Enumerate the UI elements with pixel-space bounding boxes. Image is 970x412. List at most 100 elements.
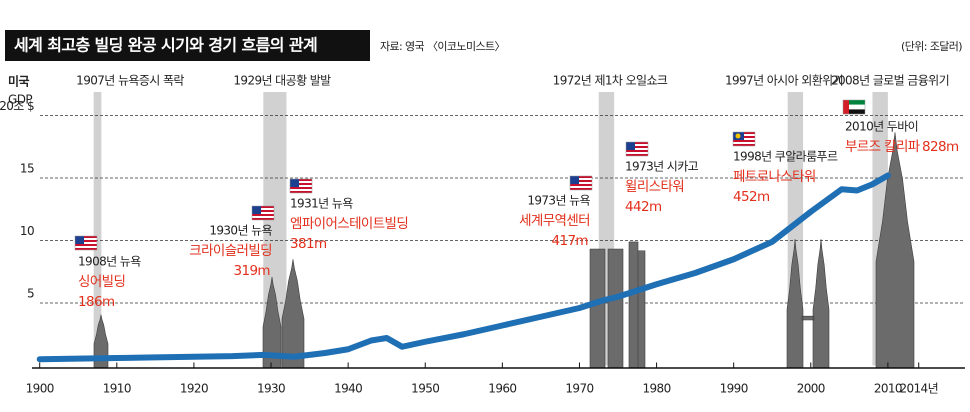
building-height: 828m <box>922 139 959 155</box>
crisis-label: 1929년 대공황 발발 <box>233 74 331 88</box>
building-name: 부르즈 칼리파 <box>845 139 921 155</box>
x-tick-label: 1910 <box>103 382 131 396</box>
flag <box>569 175 593 191</box>
crisis-label: 1907년 뉴욕증시 폭락 <box>76 74 184 88</box>
flag <box>289 178 313 194</box>
flag-stripe <box>733 140 755 142</box>
flag-stripe <box>843 109 865 115</box>
x-tick-label: 1950 <box>411 382 439 396</box>
flag <box>842 99 866 115</box>
x-tick-label: 1920 <box>180 382 208 396</box>
flag-canton <box>290 179 299 187</box>
building-place: 1931년 뉴욕 <box>290 197 353 211</box>
flag-stripe <box>290 187 312 189</box>
building-height: 452m <box>733 189 770 205</box>
y-tick-label: 15 <box>20 162 34 176</box>
flag-stripe <box>843 100 865 105</box>
flag <box>74 235 98 251</box>
chart-title: 세계 최고층 빌딩 완공 시기와 경기 흐름의 관계 <box>14 36 317 55</box>
flag-crescent <box>735 133 741 139</box>
flag-stripe <box>626 146 648 148</box>
building-height: 381m <box>290 236 327 252</box>
crisis-label: 1972년 제1차 오일쇼크 <box>553 74 668 88</box>
flag-border <box>569 175 593 191</box>
flag-border <box>732 131 756 147</box>
y-tick-label: 10 <box>20 224 34 238</box>
flag-border <box>74 235 98 251</box>
source: 자료: 영국 〈이코노미스트〉 <box>380 40 505 53</box>
y-axis-title: 미국 <box>8 74 29 89</box>
flag-stripe <box>570 186 592 188</box>
x-tick-label: 2010 <box>874 382 902 396</box>
flag-stripe <box>252 208 274 210</box>
flag-stripe <box>75 236 97 238</box>
flag <box>732 131 756 147</box>
flag-stripe <box>290 183 312 185</box>
flag-stripe <box>252 216 274 218</box>
building-place: 1973년 시카고 <box>625 160 699 174</box>
x-tick-label: 1940 <box>334 382 362 396</box>
building-place: 2010년 두바이 <box>845 120 918 134</box>
flag-stripe <box>75 246 97 248</box>
flag-stripe <box>252 210 274 212</box>
building <box>875 132 915 368</box>
flag-stripe <box>290 189 312 191</box>
building <box>786 239 830 368</box>
building-place: 1908년 뉴욕 <box>78 255 141 269</box>
flag-border <box>251 205 275 221</box>
flag <box>251 205 275 221</box>
flag-stripe <box>290 181 312 183</box>
y-axis-title: GDP <box>8 93 32 107</box>
x-tick-label: 2000 <box>797 382 825 396</box>
x-tick-label: 1990 <box>720 382 748 396</box>
title-bar <box>5 30 370 61</box>
flag-stripe <box>626 152 648 154</box>
flag-stripe <box>252 206 274 208</box>
building-name: 싱어빌딩 <box>78 274 125 290</box>
crisis-label: 1997년 아시아 외환위기 <box>725 74 843 88</box>
flag-stripe <box>570 184 592 186</box>
building-place: 1930년 뉴욕 <box>209 224 272 238</box>
flag-stripe <box>570 176 592 178</box>
x-tick-label: 1980 <box>642 382 670 396</box>
flag-stripe <box>626 148 648 150</box>
x-tick-label: 1900 <box>26 382 54 396</box>
x-tick-label: 1960 <box>488 382 516 396</box>
x-tick-label: 1970 <box>565 382 593 396</box>
flag-stripe <box>626 142 648 144</box>
flag-border <box>289 178 313 194</box>
flag-canton <box>626 142 635 150</box>
building-name: 엠파이어스테이트빌딩 <box>290 216 408 232</box>
building-name: 페트로나스타워 <box>733 169 816 185</box>
flag-band <box>843 100 849 114</box>
unit: (단위: 조달러) <box>901 40 962 53</box>
flag-stripe <box>570 182 592 184</box>
flag-border <box>842 99 866 115</box>
flag-stripe <box>290 191 312 193</box>
building <box>93 314 109 368</box>
crisis-band <box>93 92 102 366</box>
building <box>281 259 305 368</box>
flag-stripe <box>75 248 97 250</box>
flag-canton <box>75 236 84 244</box>
y-tick-label: 20조 $ <box>0 99 34 113</box>
building-place: 1973년 뉴욕 <box>527 194 590 208</box>
flag-stripe <box>843 104 865 110</box>
flag-stripe <box>75 238 97 240</box>
flag-canton <box>570 176 579 184</box>
building-height: 319m <box>233 263 270 279</box>
building-name: 크라이슬러빌딩 <box>189 243 272 259</box>
flag-stripe <box>570 178 592 180</box>
flag-stripe <box>252 212 274 214</box>
building <box>628 241 646 368</box>
building-height: 186m <box>78 294 115 310</box>
flag-border <box>625 141 649 157</box>
building-height: 442m <box>625 199 662 215</box>
flag-stripe <box>290 185 312 187</box>
flag-stripe <box>75 242 97 244</box>
flag-stripe <box>570 188 592 190</box>
flag-stripe <box>733 142 755 144</box>
building-name: 윌리스타워 <box>625 179 684 195</box>
building <box>262 276 282 368</box>
